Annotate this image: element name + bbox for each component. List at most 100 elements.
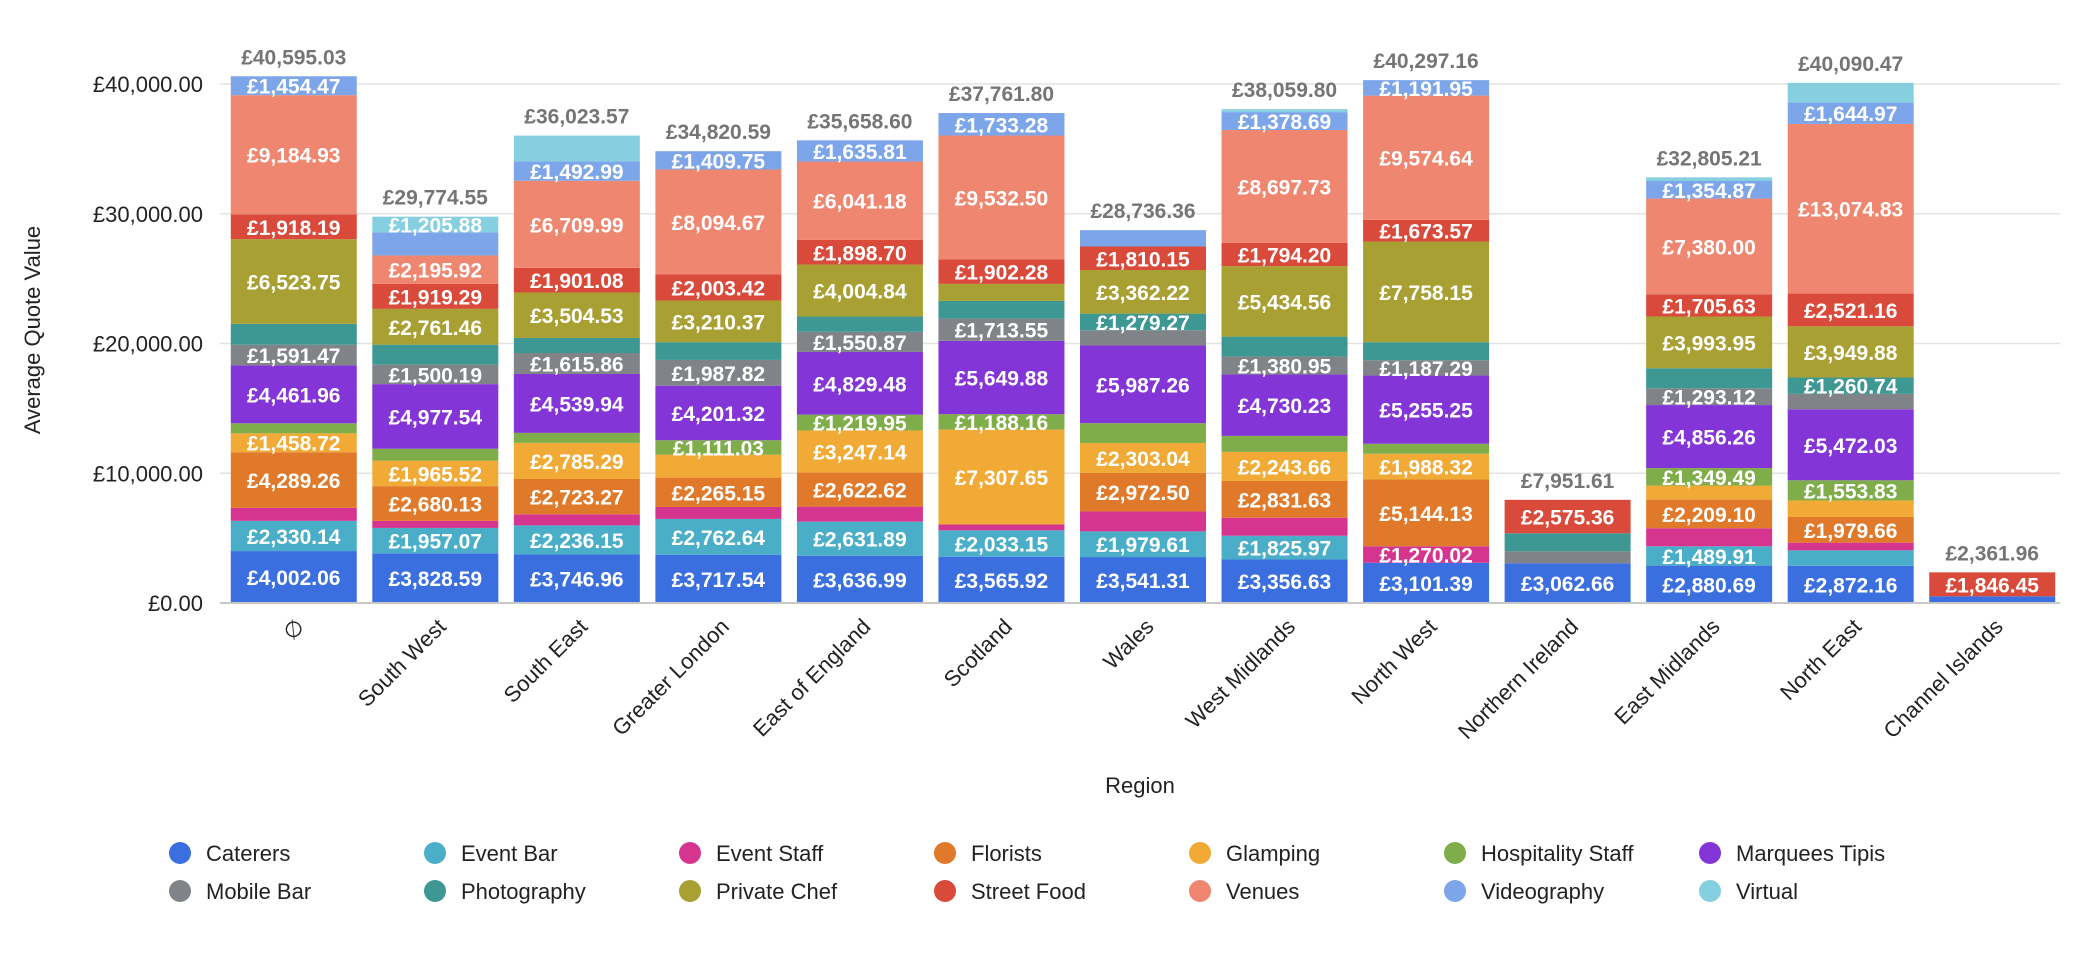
bar-segment-marquees-tipis[interactable] — [1787, 409, 1914, 481]
bar-segment-private-chef[interactable] — [230, 239, 357, 324]
bar-segment-videography[interactable] — [796, 140, 923, 162]
bar-segment-glamping[interactable] — [1646, 485, 1773, 500]
legend-item-marquees-tipis[interactable]: Marquees Tipis — [1699, 841, 1885, 866]
bar-segment-event-bar[interactable] — [1080, 531, 1206, 558]
bar-segment-caterers[interactable] — [938, 556, 1065, 603]
bar-segment-caterers[interactable] — [796, 555, 923, 603]
bar-segment-event-staff[interactable] — [1363, 546, 1490, 563]
bar-segment-hospitality-staff[interactable] — [938, 414, 1065, 430]
bar-segment-caterers[interactable] — [1787, 565, 1914, 603]
bar-segment-hospitality-staff[interactable] — [1646, 468, 1773, 486]
bar-segment-event-staff[interactable] — [1080, 511, 1206, 532]
bar-segment-florists[interactable] — [372, 486, 499, 521]
legend-item-florists[interactable]: Florists — [934, 841, 1042, 866]
bar-segment-glamping[interactable] — [513, 442, 640, 480]
bar-segment-mobile-bar[interactable] — [372, 364, 499, 385]
bar-segment-event-bar[interactable] — [1646, 546, 1773, 566]
bar-segment-videography[interactable] — [372, 232, 499, 256]
bar-stack[interactable] — [372, 216, 499, 603]
legend-item-videography[interactable]: Videography — [1444, 879, 1604, 904]
bar-segment-florists[interactable] — [1363, 479, 1490, 547]
bar-segment-street-food[interactable] — [1363, 219, 1490, 242]
bar-segment-photography[interactable] — [938, 300, 1065, 319]
bar-segment-street-food[interactable] — [372, 283, 499, 309]
bar-segment-street-food[interactable] — [1646, 294, 1773, 317]
bar-segment-caterers[interactable] — [1221, 559, 1348, 603]
bar-segment-mobile-bar[interactable] — [513, 353, 640, 374]
bar-segment-virtual[interactable] — [372, 216, 499, 233]
bar-segment-venues[interactable] — [513, 180, 640, 268]
bar-segment-caterers[interactable] — [1080, 557, 1206, 603]
bar-stack[interactable] — [1787, 82, 1914, 603]
bar-segment-street-food[interactable] — [938, 259, 1065, 284]
bar-segment-florists[interactable] — [230, 452, 357, 508]
bar-segment-event-staff[interactable] — [655, 506, 782, 519]
bar-segment-marquees-tipis[interactable] — [1221, 374, 1348, 436]
bar-segment-venues[interactable] — [1646, 198, 1773, 295]
bar-segment-glamping[interactable] — [1787, 500, 1914, 517]
bar-segment-mobile-bar[interactable] — [1787, 393, 1914, 410]
bar-segment-florists[interactable] — [1080, 472, 1206, 512]
bar-segment-mobile-bar[interactable] — [938, 318, 1065, 341]
bar-stack[interactable] — [1504, 499, 1631, 603]
bar-segment-event-bar[interactable] — [938, 530, 1065, 557]
bar-segment-street-food[interactable] — [1080, 246, 1206, 271]
bar-segment-marquees-tipis[interactable] — [1080, 345, 1206, 424]
bar-segment-street-food[interactable] — [1504, 499, 1631, 534]
bar-segment-photography[interactable] — [796, 316, 923, 332]
bar-stack[interactable] — [796, 140, 923, 603]
bar-segment-photography[interactable] — [1646, 368, 1773, 389]
bar-segment-florists[interactable] — [796, 472, 923, 507]
bar-segment-hospitality-staff[interactable] — [230, 423, 357, 434]
bar-segment-videography[interactable] — [655, 151, 782, 170]
bar-segment-glamping[interactable] — [796, 430, 923, 473]
bar-segment-marquees-tipis[interactable] — [938, 340, 1065, 415]
bar-segment-photography[interactable] — [1787, 377, 1914, 394]
bar-segment-street-food[interactable] — [796, 239, 923, 265]
bar-segment-glamping[interactable] — [1080, 443, 1206, 473]
bar-segment-event-bar[interactable] — [372, 527, 499, 554]
bar-segment-videography[interactable] — [230, 76, 357, 96]
bar-stack[interactable] — [513, 135, 640, 603]
bar-segment-caterers[interactable] — [372, 553, 499, 603]
bar-stack[interactable] — [1221, 109, 1348, 603]
bar-stack[interactable] — [230, 76, 357, 603]
bar-segment-street-food[interactable] — [1787, 293, 1914, 327]
bar-segment-venues[interactable] — [230, 95, 357, 215]
bar-segment-mobile-bar[interactable] — [1646, 388, 1773, 406]
bar-segment-venues[interactable] — [1787, 123, 1914, 294]
bar-segment-event-bar[interactable] — [513, 525, 640, 555]
bar-segment-venues[interactable] — [796, 161, 923, 240]
bar-stack[interactable] — [1363, 80, 1490, 603]
bar-segment-glamping[interactable] — [1363, 453, 1490, 480]
bar-stack[interactable] — [1929, 572, 2056, 603]
bar-segment-glamping[interactable] — [230, 433, 357, 453]
bar-segment-glamping[interactable] — [1221, 451, 1348, 481]
bar-segment-event-staff[interactable] — [1221, 517, 1348, 536]
bar-segment-private-chef[interactable] — [513, 292, 640, 338]
legend-item-event-staff[interactable]: Event Staff — [679, 841, 824, 866]
bar-segment-marquees-tipis[interactable] — [796, 351, 923, 415]
bar-segment-photography[interactable] — [1080, 313, 1206, 331]
bar-segment-mobile-bar[interactable] — [796, 331, 923, 352]
bar-segment-marquees-tipis[interactable] — [372, 384, 499, 449]
bar-segment-event-bar[interactable] — [796, 521, 923, 556]
bar-segment-florists[interactable] — [655, 477, 782, 507]
bar-segment-photography[interactable] — [230, 323, 357, 345]
bar-segment-videography[interactable] — [1787, 102, 1914, 124]
bar-segment-private-chef[interactable] — [1080, 270, 1206, 314]
legend-item-private-chef[interactable]: Private Chef — [679, 879, 838, 904]
bar-segment-videography[interactable] — [1080, 230, 1206, 247]
bar-segment-videography[interactable] — [1221, 112, 1348, 130]
bar-segment-glamping[interactable] — [938, 429, 1065, 525]
bar-segment-marquees-tipis[interactable] — [1363, 375, 1490, 444]
bar-segment-videography[interactable] — [513, 161, 640, 181]
bar-segment-private-chef[interactable] — [796, 264, 923, 317]
bar-segment-street-food[interactable] — [655, 274, 782, 301]
bar-segment-event-bar[interactable] — [1787, 550, 1914, 566]
bar-stack[interactable] — [1646, 177, 1773, 603]
bar-segment-caterers[interactable] — [513, 554, 640, 603]
bar-segment-private-chef[interactable] — [655, 300, 782, 343]
bar-segment-photography[interactable] — [1221, 336, 1348, 357]
bar-segment-private-chef[interactable] — [1787, 326, 1914, 378]
